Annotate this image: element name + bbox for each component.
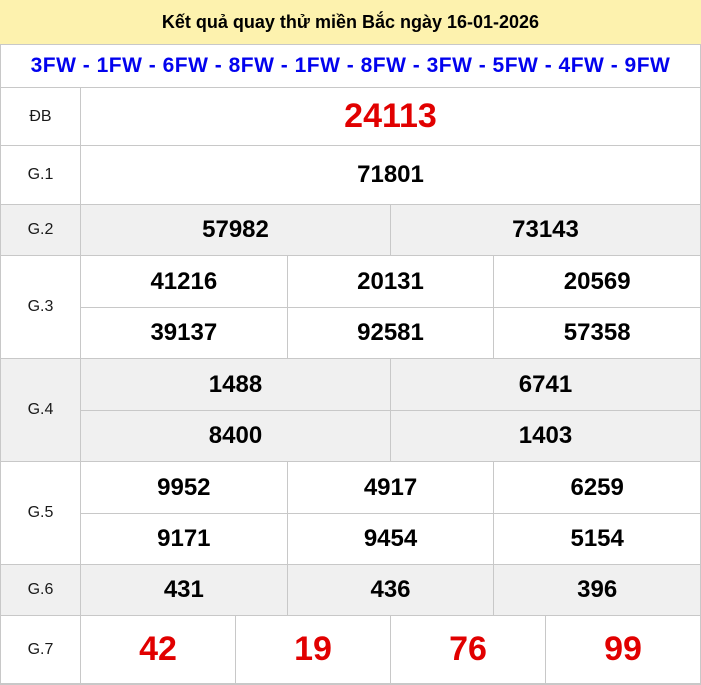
row-content: 57982 73143 [81,205,700,255]
prize-label: ĐB [1,88,81,145]
result-value: 5154 [493,514,700,564]
result-value: 9171 [157,525,211,552]
result-value: 57358 [493,308,700,358]
result-value: 4917 [286,462,494,513]
result-value: 76 [390,616,545,683]
prize-label: G.3 [1,256,81,358]
row-content: 431 436 396 [81,565,700,615]
result-row: G.7 42 19 76 99 [1,616,700,684]
result-value: 42 [139,630,177,668]
result-row: G.6 431 436 396 [1,565,700,616]
result-value: 19 [235,616,390,683]
result-value: 71801 [357,161,424,188]
prize-label: G.1 [1,146,81,204]
result-row: G.1 71801 [1,146,700,205]
result-line: 71801 [81,146,700,204]
result-line: 57982 73143 [81,205,700,255]
results-table-container: 3FW - 1FW - 6FW - 8FW - 1FW - 8FW - 3FW … [0,44,701,685]
prize-label: G.2 [1,205,81,255]
result-line: 42 19 76 99 [81,616,700,683]
fw-sequence: 3FW - 1FW - 6FW - 8FW - 1FW - 8FW - 3FW … [1,45,700,88]
result-value: 92581 [286,308,494,358]
result-value: 20131 [286,256,494,307]
row-content: 24113 [81,88,700,145]
result-value: 99 [545,616,700,683]
result-value: 396 [493,565,700,615]
result-line: 8400 1403 [81,410,700,461]
result-value: 57982 [202,216,269,243]
row-content: 42 19 76 99 [81,616,700,683]
result-line: 9171 9454 5154 [81,513,700,564]
result-value: 431 [163,576,204,603]
result-value: 1488 [208,370,263,398]
result-row: ĐB 24113 [1,88,700,146]
result-value: 436 [286,565,494,615]
row-content: 41216 20131 20569 39137 92581 57358 [81,256,700,358]
result-line: 1488 6741 [81,359,700,410]
page-title-bar: Kết quả quay thử miền Bắc ngày 16-01-202… [0,0,701,44]
result-value: 9952 [157,473,211,501]
result-value: 1403 [390,411,700,461]
result-value: 6741 [390,359,700,410]
result-value: 9454 [286,514,494,564]
result-line: 431 436 396 [81,565,700,615]
row-content: 1488 6741 8400 1403 [81,359,700,461]
result-row: G.5 9952 4917 6259 9171 9454 5154 [1,462,700,565]
prize-label: G.6 [1,565,81,615]
result-line: 9952 4917 6259 [81,462,700,513]
results-table: ĐB 24113 G.1 71801 G.2 57982 73143 G.3 41216 2013… [1,88,700,684]
result-row: G.4 1488 6741 8400 1403 [1,359,700,462]
page-title-text: Kết quả quay thử miền Bắc ngày 16-01-202… [161,11,540,32]
result-value: 8400 [208,422,263,449]
row-content: 71801 [81,146,700,204]
result-row: G.3 41216 20131 20569 39137 92581 57358 [1,256,700,359]
row-content: 9952 4917 6259 9171 9454 5154 [81,462,700,564]
result-line: 24113 [81,88,700,145]
result-value: 20569 [493,256,700,307]
result-value: 73143 [390,205,700,255]
result-line: 39137 92581 57358 [81,307,700,358]
prize-label: G.4 [1,359,81,461]
fw-sequence-text: 3FW - 1FW - 6FW - 8FW - 1FW - 8FW - 3FW … [30,54,671,77]
prize-label: G.5 [1,462,81,564]
result-value: 39137 [150,319,218,346]
result-line: 41216 20131 20569 [81,256,700,307]
result-value: 41216 [150,267,218,295]
result-value: 6259 [493,462,700,513]
result-row: G.2 57982 73143 [1,205,700,256]
result-value: 24113 [344,97,437,135]
prize-label: G.7 [1,616,81,683]
